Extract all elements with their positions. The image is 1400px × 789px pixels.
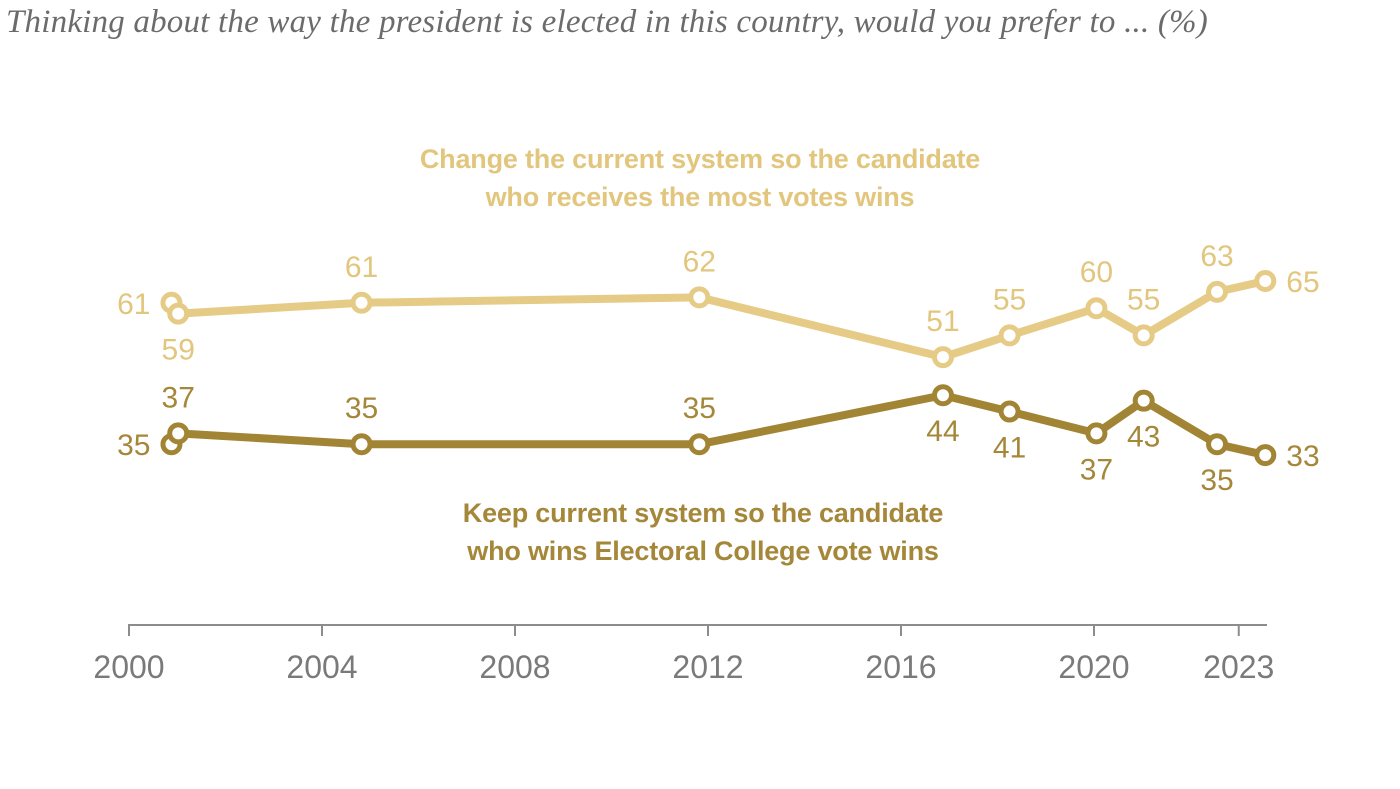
data-point-marker — [167, 422, 190, 445]
change-series-legend: Change the current system so the candida… — [420, 140, 980, 216]
data-point-label: 63 — [1200, 240, 1233, 273]
data-point-label: 43 — [1127, 421, 1160, 454]
data-point-marker — [1132, 324, 1155, 347]
data-point-marker — [998, 324, 1021, 347]
keep-legend-line-1: Keep current system so the candidate — [462, 498, 944, 528]
data-point-marker — [350, 433, 373, 456]
data-point-label: 51 — [926, 305, 959, 338]
x-axis-tick-label: 2020 — [1058, 649, 1129, 685]
data-point-label: 44 — [926, 415, 959, 448]
keep-series-line — [167, 391, 1270, 460]
change-legend-line-1: Change the current system so the candida… — [419, 144, 981, 174]
x-axis-tick-label: 2000 — [93, 649, 164, 685]
data-point-marker — [350, 291, 373, 314]
data-point-label: 55 — [993, 283, 1026, 316]
data-point-marker — [931, 384, 954, 407]
data-point-marker — [1254, 444, 1277, 467]
x-axis-tick-label: 2023 — [1203, 649, 1274, 685]
data-point-marker — [1085, 422, 1108, 445]
change-legend-line-2: who receives the most votes wins — [485, 182, 915, 212]
data-point-marker — [998, 400, 1021, 423]
data-point-marker — [1085, 297, 1108, 320]
data-point-marker — [1206, 280, 1229, 303]
data-point-marker — [1132, 389, 1155, 412]
data-point-label: 59 — [162, 334, 195, 367]
data-point-label: 62 — [683, 245, 716, 278]
data-point-label: 33 — [1286, 440, 1319, 473]
data-point-label: 37 — [162, 381, 195, 414]
data-point-marker — [931, 346, 954, 369]
x-axis-tick-label: 2016 — [865, 649, 936, 685]
data-point-marker — [688, 433, 711, 456]
data-point-marker — [1206, 433, 1229, 456]
data-point-label: 55 — [1127, 283, 1160, 316]
x-axis-tick-label: 2008 — [479, 649, 550, 685]
x-axis-tick-label: 2004 — [286, 649, 357, 685]
keep-legend-line-2: who wins Electoral College vote wins — [467, 536, 939, 566]
data-point-label: 60 — [1080, 256, 1113, 289]
change-series-line — [167, 277, 1270, 362]
data-point-label: 35 — [117, 429, 150, 462]
data-point-label: 35 — [345, 392, 378, 425]
data-point-label: 35 — [683, 392, 716, 425]
chart-title: Thinking about the way the president is … — [6, 4, 1208, 40]
data-point-marker — [167, 302, 190, 325]
data-point-marker — [1254, 270, 1277, 292]
data-point-label: 35 — [1200, 464, 1233, 497]
data-point-label: 61 — [345, 251, 378, 284]
keep-series-legend: Keep current system so the candidate who… — [462, 494, 944, 570]
data-point-label: 37 — [1080, 453, 1113, 486]
data-point-label: 41 — [993, 432, 1026, 465]
data-point-marker — [688, 286, 711, 309]
data-point-label: 65 — [1286, 266, 1319, 299]
data-point-label: 61 — [117, 288, 150, 321]
x-axis-tick-label: 2012 — [672, 649, 743, 685]
